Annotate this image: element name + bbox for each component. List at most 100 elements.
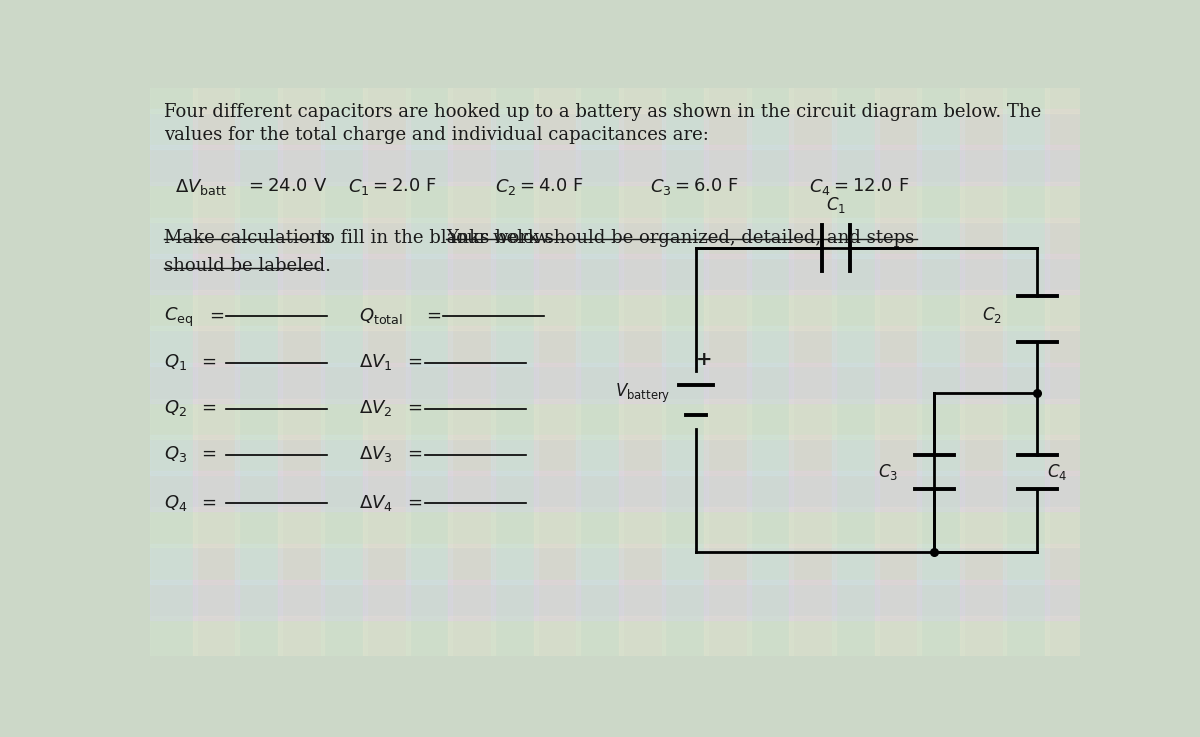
Text: $Q_2$: $Q_2$ [164, 398, 187, 418]
Bar [406, 399, 452, 439]
Bar [917, 290, 964, 330]
Bar [746, 218, 793, 258]
Bar [832, 471, 878, 511]
Bar [235, 363, 282, 402]
Bar [661, 580, 708, 620]
Bar [832, 580, 878, 620]
Text: $Q_3$: $Q_3$ [164, 444, 187, 464]
Bar [449, 616, 494, 656]
Bar [491, 363, 538, 402]
Bar [193, 181, 239, 222]
Bar [278, 73, 324, 113]
Bar [364, 471, 409, 511]
Bar [534, 616, 580, 656]
Text: $=$: $=$ [198, 493, 217, 511]
Bar [406, 435, 452, 475]
Text: $Q_{\mathrm{total}}$: $Q_{\mathrm{total}}$ [359, 306, 403, 326]
Bar [917, 326, 964, 366]
Bar [193, 254, 239, 294]
Bar [704, 363, 751, 402]
Bar [1002, 580, 1049, 620]
Text: $C_1$: $C_1$ [826, 195, 846, 215]
Text: $= 4.0\ \mathrm{F}$: $= 4.0\ \mathrm{F}$ [516, 177, 583, 195]
Bar [364, 507, 409, 548]
Bar [576, 471, 623, 511]
Bar [875, 254, 922, 294]
Bar [1045, 363, 1092, 402]
Bar [534, 326, 580, 366]
Bar [661, 363, 708, 402]
Bar [832, 290, 878, 330]
Bar [449, 399, 494, 439]
Bar [960, 109, 1007, 150]
Bar [364, 580, 409, 620]
Bar [960, 181, 1007, 222]
Text: $= 12.0\ \mathrm{F}$: $= 12.0\ \mathrm{F}$ [829, 177, 908, 195]
Bar [364, 254, 409, 294]
Bar [960, 363, 1007, 402]
Text: should be labeled.: should be labeled. [164, 257, 331, 275]
Bar [576, 435, 623, 475]
Bar [576, 543, 623, 584]
Text: $=$: $=$ [206, 306, 224, 324]
Bar [875, 73, 922, 113]
Bar [491, 471, 538, 511]
Bar [746, 145, 793, 186]
Bar [619, 580, 665, 620]
Bar [832, 507, 878, 548]
Bar [832, 435, 878, 475]
Bar [875, 181, 922, 222]
Bar [406, 326, 452, 366]
Bar [576, 326, 623, 366]
Bar [449, 290, 494, 330]
Bar [1045, 326, 1092, 366]
Bar [406, 471, 452, 511]
Bar [576, 109, 623, 150]
Bar [619, 399, 665, 439]
Bar [193, 507, 239, 548]
Text: $C_4$: $C_4$ [1046, 462, 1067, 482]
Bar [406, 109, 452, 150]
Bar [960, 399, 1007, 439]
Bar [150, 399, 197, 439]
Bar [1002, 471, 1049, 511]
Bar [235, 109, 282, 150]
Bar [704, 471, 751, 511]
Bar [278, 181, 324, 222]
Bar [150, 254, 197, 294]
Text: Your work should be organized, detailed, and steps: Your work should be organized, detailed,… [446, 228, 914, 247]
Bar [193, 218, 239, 258]
Text: $=$: $=$ [404, 352, 422, 370]
Bar [917, 471, 964, 511]
Bar [790, 363, 836, 402]
Bar [661, 399, 708, 439]
Bar [150, 109, 197, 150]
Text: Four different capacitors are hooked up to a battery as shown in the circuit dia: Four different capacitors are hooked up … [164, 103, 1042, 121]
Bar [790, 181, 836, 222]
Bar [278, 616, 324, 656]
Text: $=$: $=$ [198, 444, 217, 462]
Bar [278, 290, 324, 330]
Bar [576, 399, 623, 439]
Bar [1045, 218, 1092, 258]
Bar [619, 363, 665, 402]
Bar [960, 73, 1007, 113]
Bar [534, 254, 580, 294]
Text: Make calculations: Make calculations [164, 228, 330, 247]
Bar [661, 616, 708, 656]
Bar [235, 507, 282, 548]
Bar [150, 580, 197, 620]
Bar [491, 73, 538, 113]
Bar [278, 471, 324, 511]
Text: $\Delta V_1$: $\Delta V_1$ [359, 352, 392, 371]
Text: $=$: $=$ [198, 352, 217, 370]
Text: $= 24.0\ \mathrm{V}$: $= 24.0\ \mathrm{V}$ [245, 177, 326, 195]
Bar [832, 399, 878, 439]
Bar [960, 218, 1007, 258]
Bar [278, 218, 324, 258]
Bar [320, 435, 367, 475]
Bar [619, 435, 665, 475]
Bar [278, 435, 324, 475]
Bar [278, 399, 324, 439]
Bar [704, 326, 751, 366]
